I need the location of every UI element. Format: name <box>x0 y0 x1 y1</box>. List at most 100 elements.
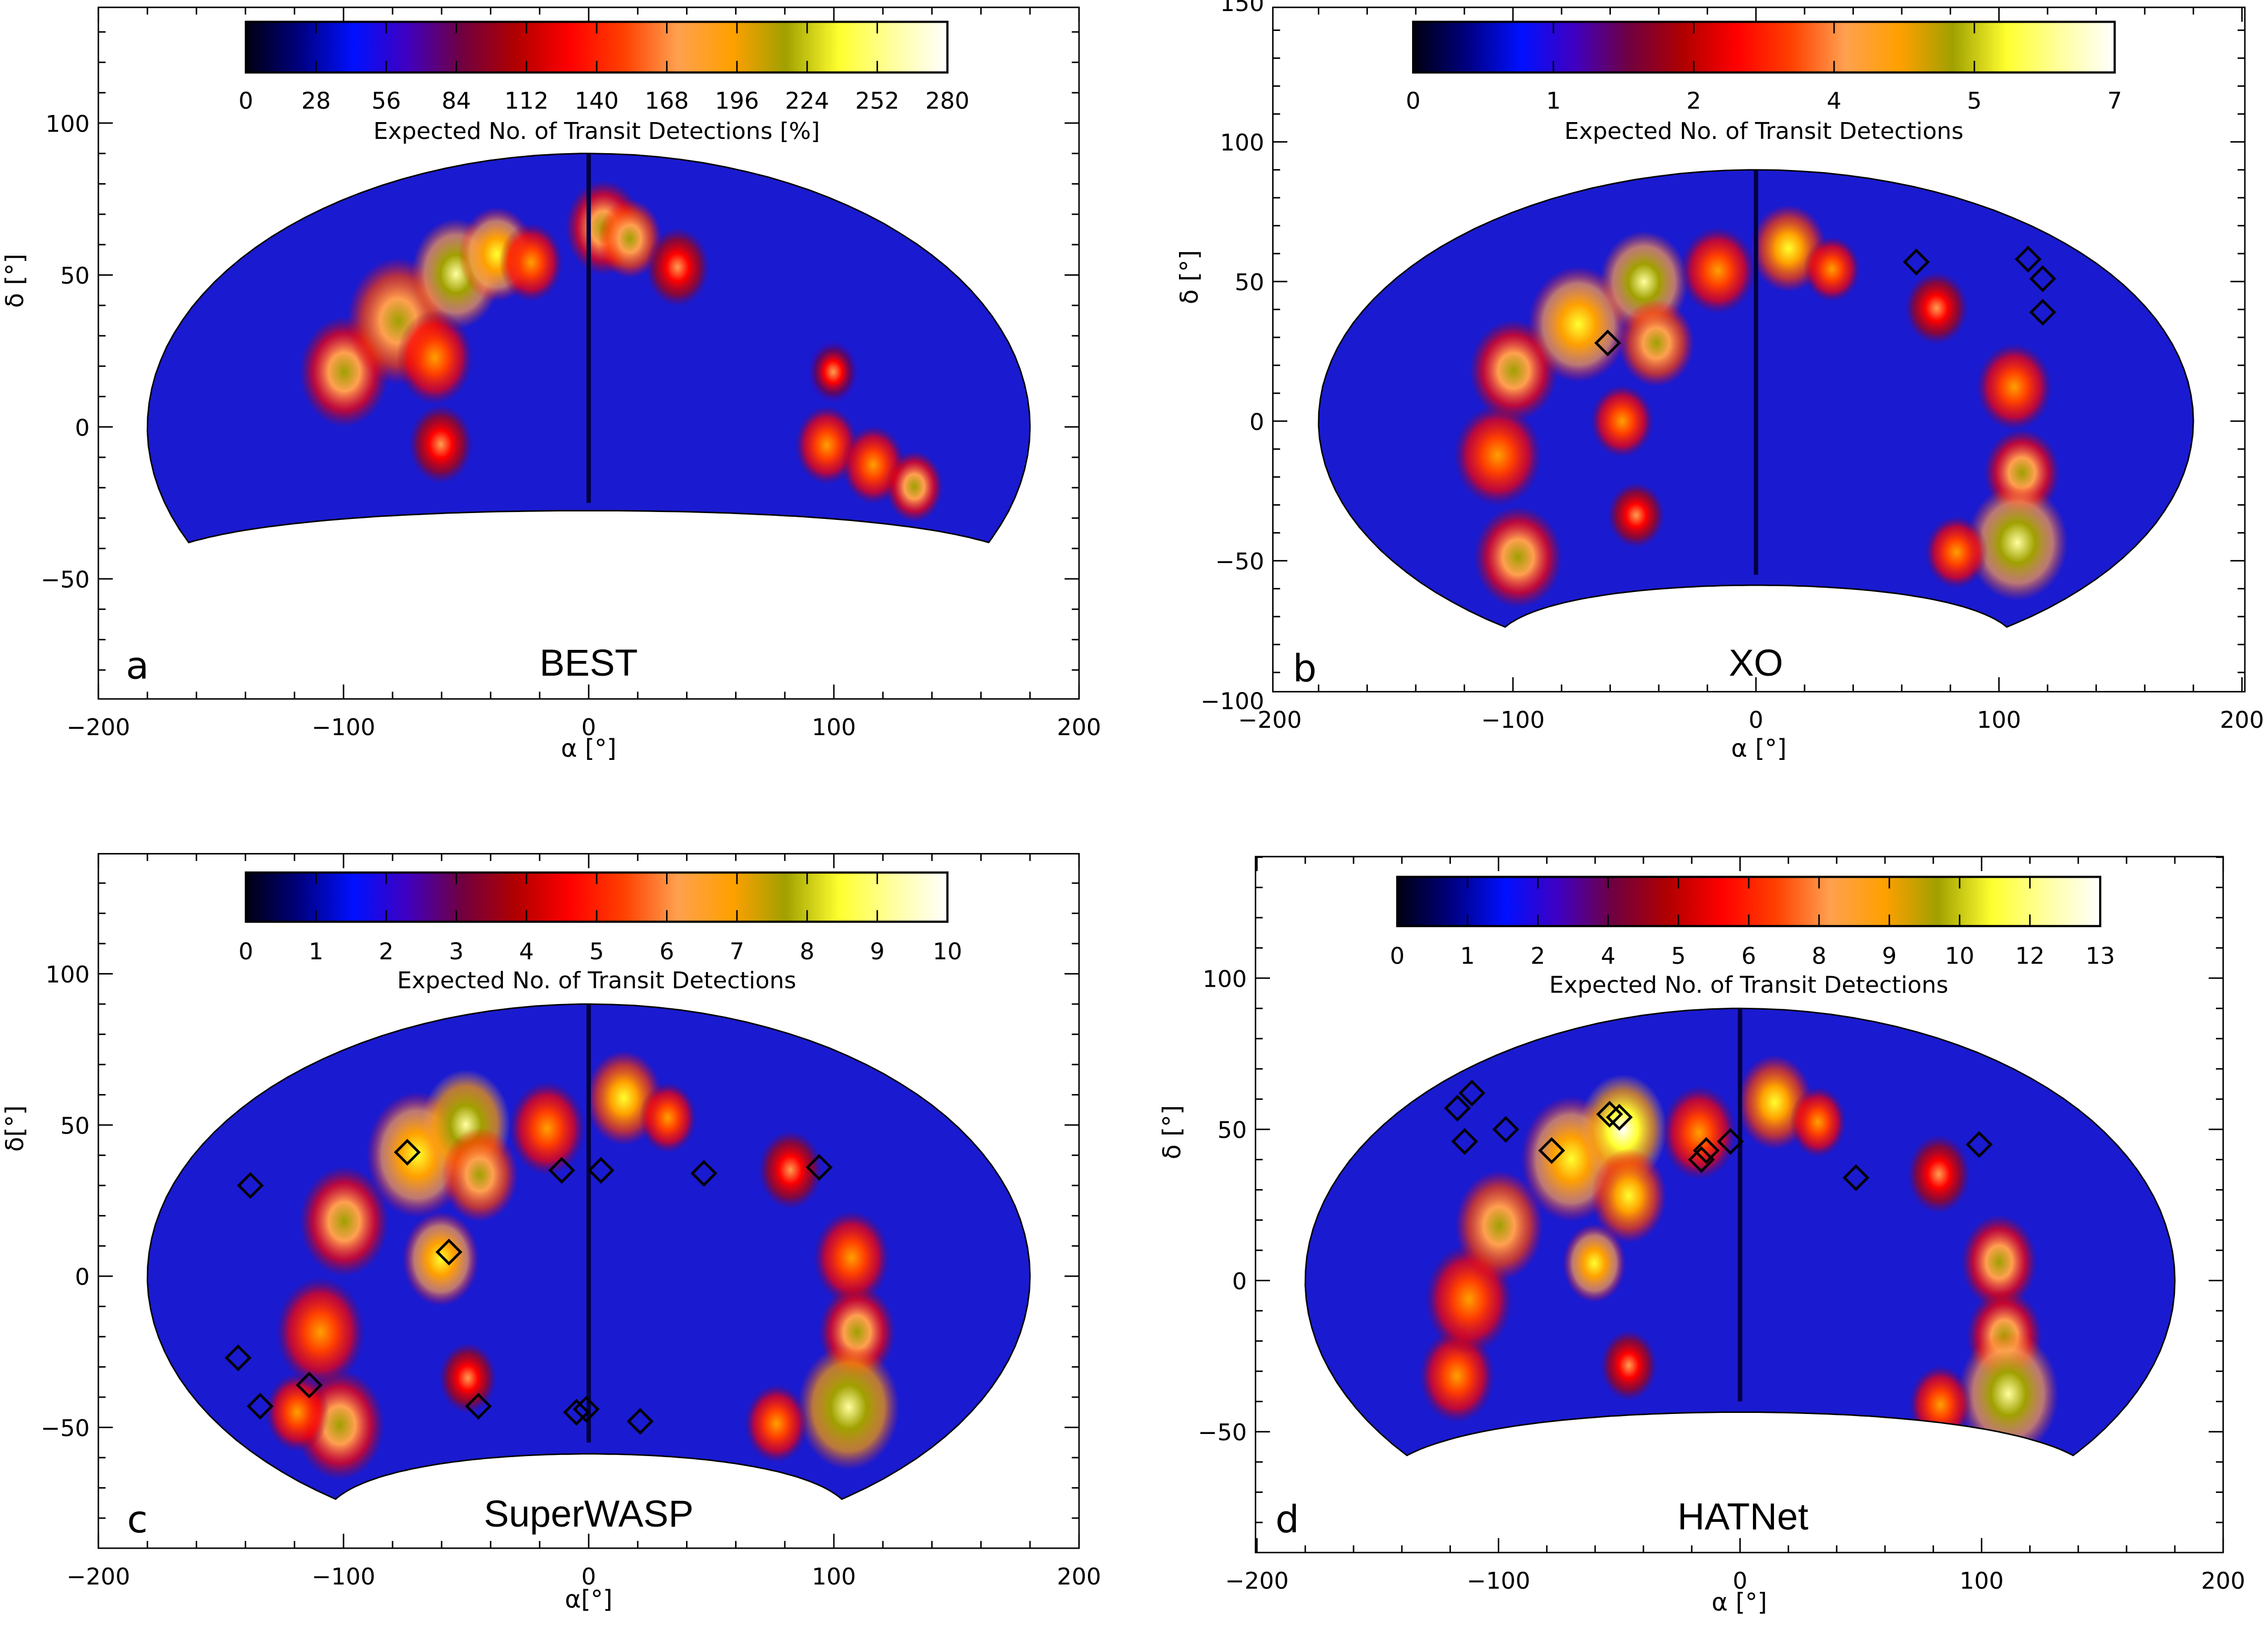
heat-region <box>402 1211 479 1306</box>
sky-map <box>1318 169 2194 627</box>
colorbar-label: Expected No. of Transit Detections <box>397 967 797 994</box>
colorbar-tick-label: 84 <box>441 87 471 114</box>
colorbar-tick-label: 168 <box>644 87 689 114</box>
panel-title: XO <box>1729 642 1783 684</box>
heat-region <box>396 310 473 405</box>
colorbar-label: Expected No. of Transit Detections <box>1565 118 1964 145</box>
colorbar-tick-label: 0 <box>238 938 253 965</box>
x-tick-label: −100 <box>1467 1568 1530 1594</box>
x-tick-label: 100 <box>812 1563 856 1590</box>
colorbar-tick-label: 7 <box>2108 87 2122 114</box>
colorbar-label: Expected No. of Transit Detections <box>1549 971 1949 998</box>
x-tick-label: 0 <box>581 1563 596 1590</box>
heat-region <box>1789 1087 1847 1158</box>
y-axis-label: δ [°] <box>1 254 29 308</box>
heat-region <box>813 1210 890 1305</box>
heat-region <box>1453 404 1542 506</box>
colorbar-tick-label: 140 <box>574 87 619 114</box>
colorbar-tick-label: 6 <box>659 938 674 965</box>
panel-title: BEST <box>540 642 638 684</box>
heat-region <box>646 227 710 307</box>
sky-map <box>147 1004 1030 1499</box>
heat-region <box>1904 272 1968 345</box>
colorbar-tick-label: 9 <box>1882 942 1897 969</box>
diamond-marker <box>1492 1116 1519 1143</box>
y-tick-label: −50 <box>41 566 90 593</box>
colorbar-tick-label: 2 <box>1530 942 1545 969</box>
y-axis-label: δ [°] <box>1158 1105 1186 1159</box>
heat-region <box>1680 227 1756 314</box>
diamond-marker <box>1538 1137 1565 1164</box>
x-tick-label: 0 <box>581 714 596 741</box>
x-tick-label: 200 <box>1057 1563 1101 1590</box>
colorbar-tick-label: 1 <box>1460 942 1475 969</box>
heat-region <box>499 223 563 302</box>
colorbar-tick-label: 5 <box>1967 87 1982 114</box>
diamond-marker <box>465 1392 492 1420</box>
colorbar-tick-label: 3 <box>449 938 463 965</box>
colorbar-tick-label: 6 <box>1741 942 1756 969</box>
x-axis-label: α[°] <box>565 1586 613 1614</box>
heat-region <box>1909 1365 1972 1445</box>
heat-region <box>409 405 473 484</box>
y-axis-label: δ [°] <box>1175 250 1204 304</box>
panel-a: −200 −100 0 100 200 −50 0 50 100 α [°] δ [°] 0 28 56 8… <box>1 6 1101 763</box>
colorbar-tick-label: 13 <box>2085 942 2115 969</box>
diamond-marker <box>587 1157 614 1184</box>
y-tick-label: 100 <box>1203 966 1247 992</box>
y-tick-label: 100 <box>1220 129 1264 156</box>
colorbar-tick-label: 5 <box>589 938 604 965</box>
diamond-marker <box>548 1157 576 1184</box>
panel-label: c <box>127 1498 148 1541</box>
y-tick-label: 150 <box>1220 0 1264 17</box>
x-tick-label: 0 <box>1732 1568 1747 1594</box>
x-tick-label: 0 <box>1749 707 1763 734</box>
map-edge <box>1317 169 2194 628</box>
x-tick-label: 200 <box>2220 707 2264 734</box>
diamond-marker <box>2029 298 2057 326</box>
colorbar-tick-label: 10 <box>1945 942 1974 969</box>
sky-map <box>147 153 1030 543</box>
map-edge <box>1304 1007 2176 1457</box>
colorbar-tick-label: 224 <box>785 87 829 114</box>
colorbar-label: Expected No. of Transit Detections [%] <box>374 118 820 145</box>
y-tick-label: 50 <box>1217 1117 1247 1144</box>
x-tick-label: −200 <box>67 1563 130 1590</box>
y-tick-label: −50 <box>41 1415 90 1442</box>
colorbar-tick-label: 10 <box>933 938 962 965</box>
y-tick-label: 100 <box>46 961 90 988</box>
x-tick-label: −200 <box>67 714 130 741</box>
colorbar-tick-label: 196 <box>715 87 759 114</box>
colorbar-tick-label: 252 <box>855 87 900 114</box>
heat-region <box>1924 516 1988 589</box>
heat-region <box>1591 1148 1667 1243</box>
y-tick-label: 100 <box>46 111 90 137</box>
heat-region <box>299 1166 389 1277</box>
diamond-marker <box>1692 1137 1720 1164</box>
heat-region <box>1590 385 1654 458</box>
x-tick-label: 100 <box>1960 1568 2004 1594</box>
x-tick-label: 200 <box>1057 714 1101 741</box>
heat-region <box>509 1081 586 1176</box>
diamond-marker <box>247 1392 274 1420</box>
y-tick-label: 0 <box>75 415 89 442</box>
colorbar-tick-label: 5 <box>1671 942 1686 969</box>
diamond-marker <box>1596 1100 1624 1128</box>
diamond-marker <box>1458 1079 1486 1107</box>
colorbar-tick-label: 4 <box>519 938 534 965</box>
diamond-marker <box>394 1139 421 1166</box>
colorbar-tick-label: 0 <box>238 87 253 114</box>
x-axis-label: α [°] <box>561 735 616 763</box>
y-tick-label: 0 <box>1249 409 1264 436</box>
colorbar-tick-label: 9 <box>870 938 884 965</box>
x-axis-label: α [°] <box>1731 735 1786 763</box>
y-axis-label: δ[°] <box>1 1106 29 1152</box>
x-tick-label: 200 <box>2201 1568 2245 1594</box>
heat-region <box>1455 1170 1544 1281</box>
diamond-marker <box>237 1172 264 1199</box>
x-tick-label: 100 <box>812 714 856 741</box>
colorbar-tick-label: 1 <box>1546 87 1561 114</box>
heat-region <box>885 451 943 523</box>
heat-region <box>1967 484 2068 601</box>
